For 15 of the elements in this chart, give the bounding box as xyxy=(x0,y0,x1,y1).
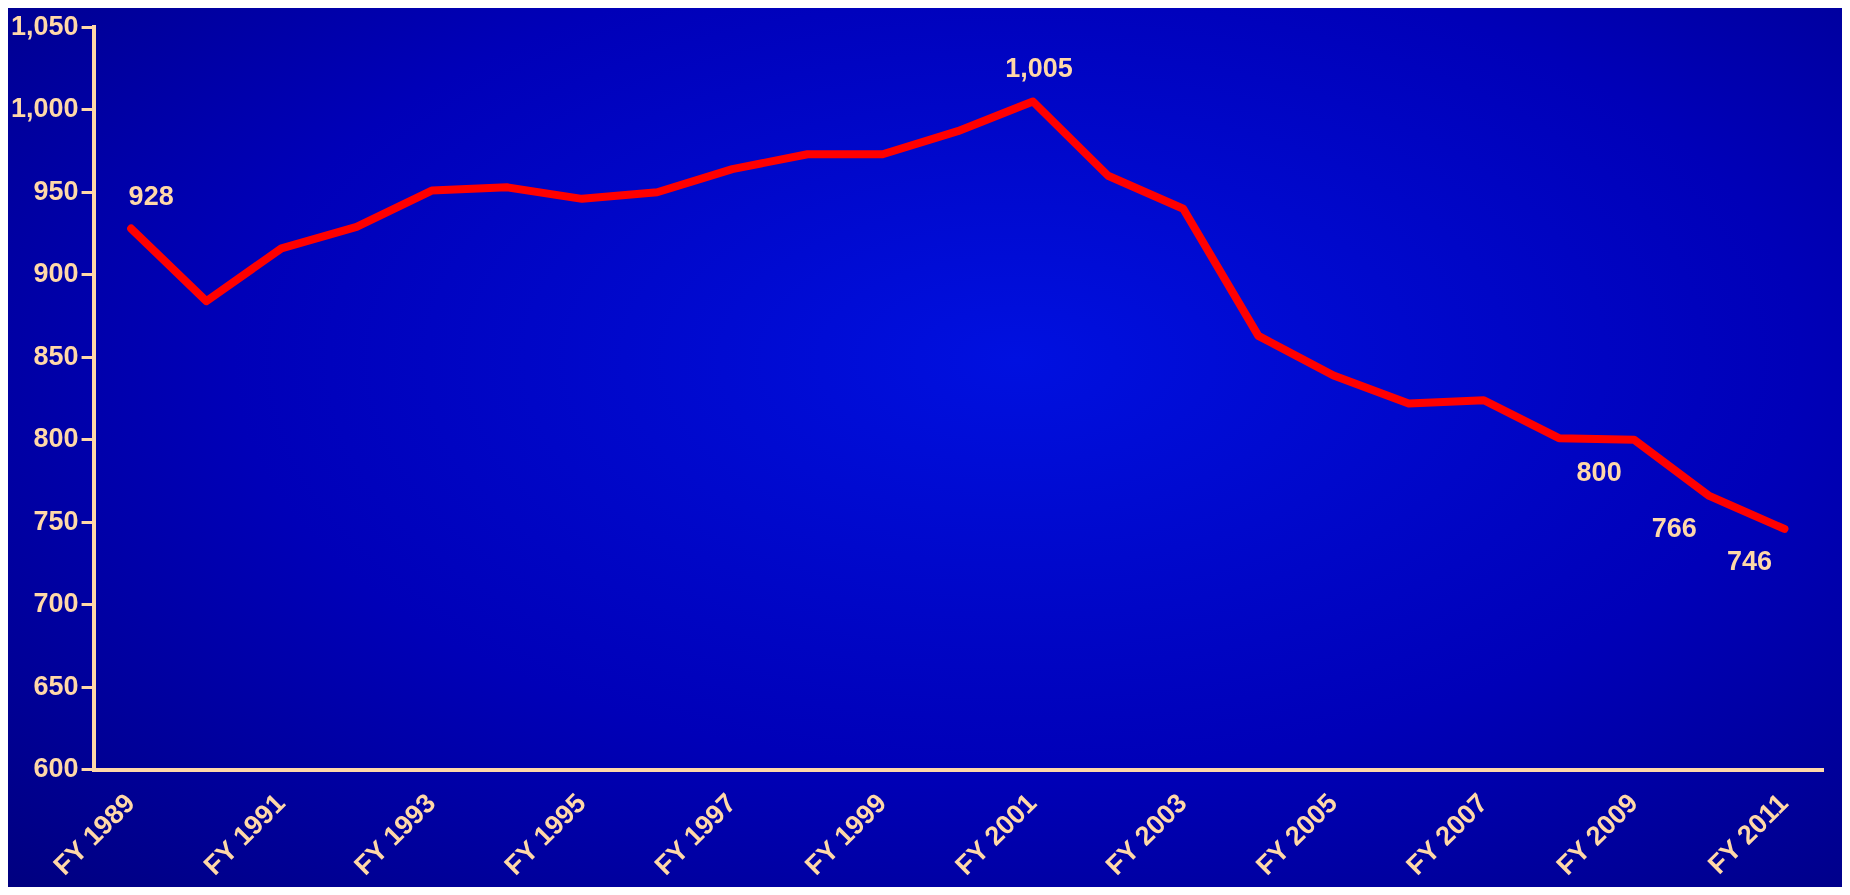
y-tick-label: 900 xyxy=(33,258,79,289)
data-label: 1,005 xyxy=(1005,53,1073,84)
y-tick-label: 800 xyxy=(33,423,79,454)
y-tick-label: 1,000 xyxy=(10,93,79,124)
data-label: 766 xyxy=(1651,512,1697,543)
y-tick-label: 600 xyxy=(33,753,79,784)
y-tick-label: 850 xyxy=(33,340,79,371)
y-tick-label: 650 xyxy=(33,670,79,701)
y-tick-label: 750 xyxy=(33,505,79,536)
data-label: 928 xyxy=(128,180,174,211)
y-tick-label: 950 xyxy=(33,175,79,206)
y-tick-label: 700 xyxy=(33,588,79,619)
data-label: 800 xyxy=(1576,456,1622,487)
y-tick-label: 1,050 xyxy=(10,10,79,41)
data-label: 746 xyxy=(1726,545,1772,576)
